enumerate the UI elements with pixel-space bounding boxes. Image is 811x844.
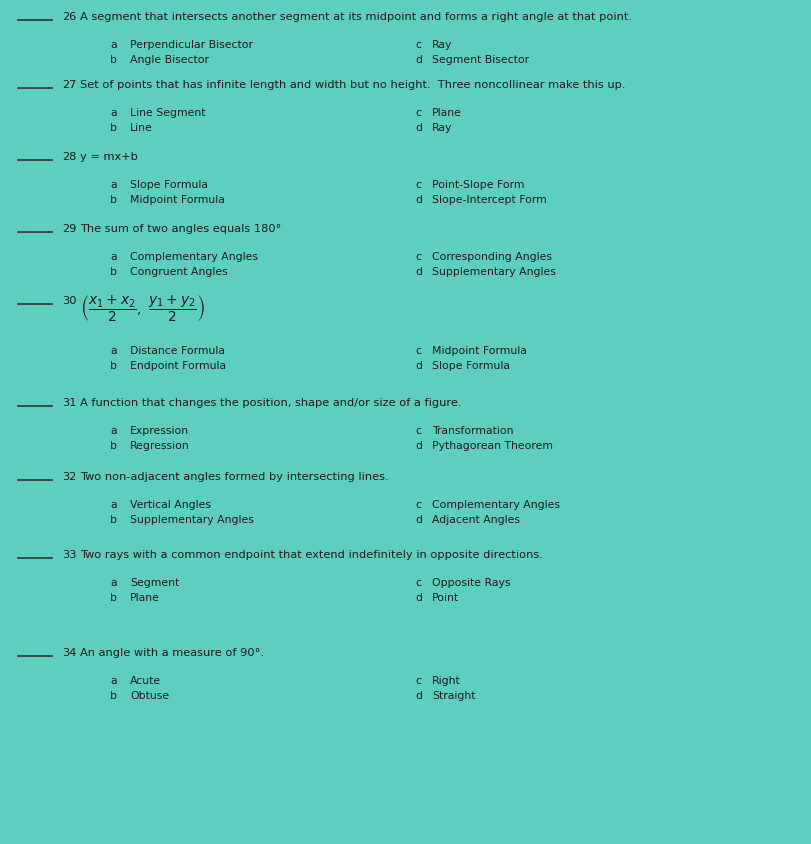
Text: a: a bbox=[109, 40, 117, 50]
Text: c: c bbox=[414, 108, 420, 118]
Text: Slope Formula: Slope Formula bbox=[431, 361, 509, 371]
Text: d: d bbox=[414, 441, 422, 451]
Text: d: d bbox=[414, 267, 422, 277]
Text: 26: 26 bbox=[62, 12, 76, 22]
Text: c: c bbox=[414, 426, 420, 436]
Text: 27: 27 bbox=[62, 80, 76, 90]
Text: Angle Bisector: Angle Bisector bbox=[130, 55, 208, 65]
Text: Straight: Straight bbox=[431, 691, 475, 701]
Text: a: a bbox=[109, 252, 117, 262]
Text: Regression: Regression bbox=[130, 441, 190, 451]
Text: c: c bbox=[414, 346, 420, 356]
Text: Supplementary Angles: Supplementary Angles bbox=[431, 267, 556, 277]
Text: a: a bbox=[109, 180, 117, 190]
Text: a: a bbox=[109, 676, 117, 686]
Text: $\left(\dfrac{x_1+x_2}{2},\ \dfrac{y_1+y_2}{2}\right)$: $\left(\dfrac{x_1+x_2}{2},\ \dfrac{y_1+y… bbox=[80, 294, 205, 324]
Text: c: c bbox=[414, 676, 420, 686]
Text: b: b bbox=[109, 515, 117, 525]
Text: Supplementary Angles: Supplementary Angles bbox=[130, 515, 254, 525]
Text: d: d bbox=[414, 123, 422, 133]
Text: Vertical Angles: Vertical Angles bbox=[130, 500, 211, 510]
Text: Distance Formula: Distance Formula bbox=[130, 346, 225, 356]
Text: Slope Formula: Slope Formula bbox=[130, 180, 208, 190]
Text: Ray: Ray bbox=[431, 40, 452, 50]
Text: Congruent Angles: Congruent Angles bbox=[130, 267, 227, 277]
Text: Point: Point bbox=[431, 593, 458, 603]
Text: Point-Slope Form: Point-Slope Form bbox=[431, 180, 524, 190]
Text: An angle with a measure of 90°.: An angle with a measure of 90°. bbox=[80, 648, 264, 658]
Text: c: c bbox=[414, 180, 420, 190]
Text: a: a bbox=[109, 500, 117, 510]
Text: c: c bbox=[414, 500, 420, 510]
Text: 30: 30 bbox=[62, 296, 76, 306]
Text: Opposite Rays: Opposite Rays bbox=[431, 578, 510, 588]
Text: Perpendicular Bisector: Perpendicular Bisector bbox=[130, 40, 253, 50]
Text: 29: 29 bbox=[62, 224, 76, 234]
Text: b: b bbox=[109, 123, 117, 133]
Text: Line Segment: Line Segment bbox=[130, 108, 205, 118]
Text: Plane: Plane bbox=[130, 593, 160, 603]
Text: Plane: Plane bbox=[431, 108, 461, 118]
Text: Slope-Intercept Form: Slope-Intercept Form bbox=[431, 195, 546, 205]
Text: Set of points that has infinite length and width but no height.  Three noncollin: Set of points that has infinite length a… bbox=[80, 80, 624, 90]
Text: 34: 34 bbox=[62, 648, 76, 658]
Text: b: b bbox=[109, 593, 117, 603]
Text: b: b bbox=[109, 691, 117, 701]
Text: A segment that intersects another segment at its midpoint and forms a right angl: A segment that intersects another segmen… bbox=[80, 12, 631, 22]
Text: a: a bbox=[109, 426, 117, 436]
Text: A function that changes the position, shape and/or size of a figure.: A function that changes the position, sh… bbox=[80, 398, 461, 408]
Text: Expression: Expression bbox=[130, 426, 189, 436]
Text: c: c bbox=[414, 252, 420, 262]
Text: 28: 28 bbox=[62, 152, 76, 162]
Text: Midpoint Formula: Midpoint Formula bbox=[431, 346, 526, 356]
Text: Midpoint Formula: Midpoint Formula bbox=[130, 195, 225, 205]
Text: Corresponding Angles: Corresponding Angles bbox=[431, 252, 551, 262]
Text: d: d bbox=[414, 593, 422, 603]
Text: b: b bbox=[109, 441, 117, 451]
Text: Ray: Ray bbox=[431, 123, 452, 133]
Text: b: b bbox=[109, 361, 117, 371]
Text: Segment: Segment bbox=[130, 578, 179, 588]
Text: y = mx+b: y = mx+b bbox=[80, 152, 138, 162]
Text: Endpoint Formula: Endpoint Formula bbox=[130, 361, 225, 371]
Text: Complementary Angles: Complementary Angles bbox=[130, 252, 258, 262]
Text: d: d bbox=[414, 515, 422, 525]
Text: d: d bbox=[414, 691, 422, 701]
Text: c: c bbox=[414, 578, 420, 588]
Text: Acute: Acute bbox=[130, 676, 161, 686]
Text: Line: Line bbox=[130, 123, 152, 133]
Text: Right: Right bbox=[431, 676, 460, 686]
Text: Two non-adjacent angles formed by intersecting lines.: Two non-adjacent angles formed by inters… bbox=[80, 472, 388, 482]
Text: Complementary Angles: Complementary Angles bbox=[431, 500, 560, 510]
Text: a: a bbox=[109, 578, 117, 588]
Text: 33: 33 bbox=[62, 550, 76, 560]
Text: Two rays with a common endpoint that extend indefinitely in opposite directions.: Two rays with a common endpoint that ext… bbox=[80, 550, 543, 560]
Text: Pythagorean Theorem: Pythagorean Theorem bbox=[431, 441, 552, 451]
Text: b: b bbox=[109, 55, 117, 65]
Text: b: b bbox=[109, 267, 117, 277]
Text: d: d bbox=[414, 55, 422, 65]
Text: Obtuse: Obtuse bbox=[130, 691, 169, 701]
Text: a: a bbox=[109, 346, 117, 356]
Text: Segment Bisector: Segment Bisector bbox=[431, 55, 529, 65]
Text: a: a bbox=[109, 108, 117, 118]
Text: Adjacent Angles: Adjacent Angles bbox=[431, 515, 519, 525]
Text: b: b bbox=[109, 195, 117, 205]
Text: 31: 31 bbox=[62, 398, 76, 408]
Text: The sum of two angles equals 180°: The sum of two angles equals 180° bbox=[80, 224, 281, 234]
Text: c: c bbox=[414, 40, 420, 50]
Text: d: d bbox=[414, 195, 422, 205]
Text: Transformation: Transformation bbox=[431, 426, 513, 436]
Text: 32: 32 bbox=[62, 472, 76, 482]
Text: d: d bbox=[414, 361, 422, 371]
